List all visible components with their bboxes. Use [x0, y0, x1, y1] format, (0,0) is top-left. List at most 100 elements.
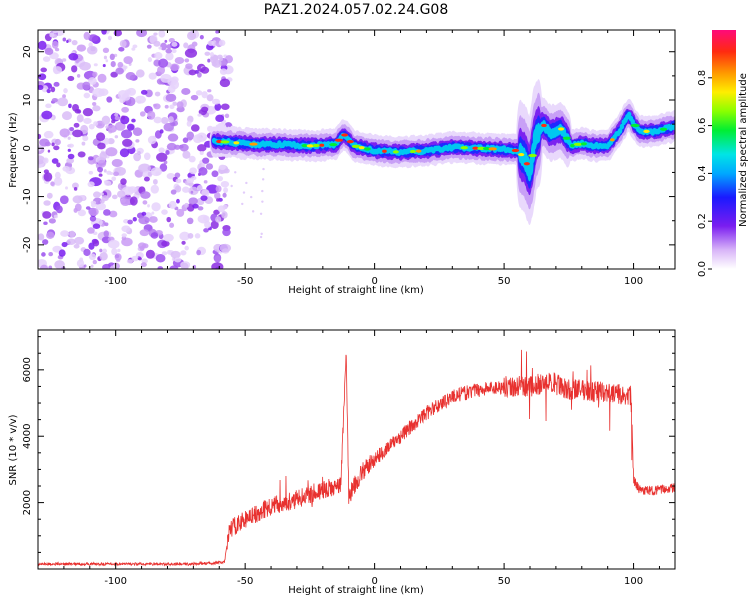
- noise-speck: [43, 130, 54, 139]
- noise-speck: [188, 155, 196, 163]
- noise-speck: [196, 249, 202, 256]
- noise-speck: [153, 103, 157, 107]
- noise-speck: [138, 216, 150, 225]
- noise-speck: [161, 251, 168, 256]
- noise-speck: [203, 215, 208, 221]
- ridge-hotspot: [659, 127, 668, 131]
- noise-speck: [88, 156, 94, 161]
- noise-speck: [83, 248, 91, 257]
- noise-speck: [48, 265, 53, 269]
- noise-speck: [110, 61, 116, 68]
- noise-speck: [101, 30, 107, 35]
- noise-speck: [200, 195, 208, 201]
- noise-speck: [44, 47, 54, 56]
- noise-speck: [214, 103, 222, 111]
- noise-speck: [112, 263, 118, 268]
- noise-speck: [105, 147, 118, 157]
- snr-frame: [37, 329, 676, 570]
- noise-speck: [160, 42, 168, 51]
- noise-speck: [201, 163, 206, 168]
- noise-speck: [83, 117, 92, 125]
- noise-speck: [205, 163, 214, 170]
- noise-speck: [186, 217, 194, 225]
- noise-speck: [142, 200, 148, 205]
- noise-speck: [97, 166, 104, 173]
- noise-speck: [184, 48, 198, 58]
- noise-speck: [184, 58, 190, 63]
- noise-speck: [153, 116, 162, 124]
- noise-speck: [200, 66, 210, 74]
- noise-speck: [190, 124, 200, 132]
- noise-speck: [138, 163, 151, 173]
- noise-speck: [167, 133, 179, 142]
- noise-speck: [62, 37, 67, 42]
- noise-speck: [68, 103, 72, 109]
- ridge-cell: [619, 123, 625, 130]
- noise-speck: [38, 73, 47, 81]
- noise-speck: [147, 110, 156, 120]
- noise-speck: [194, 233, 201, 239]
- noise-speck: [103, 137, 110, 145]
- noise-speck: [212, 59, 222, 68]
- noise-speck: [107, 239, 120, 249]
- noise-speck: [74, 236, 85, 245]
- noise-speck: [74, 108, 81, 114]
- noise-speck: [92, 239, 100, 247]
- x-tick-label: -50: [237, 276, 253, 287]
- colorbar-tick-label: 0.4: [697, 165, 708, 181]
- noise-speck: [188, 197, 198, 205]
- noise-speck: [53, 145, 60, 151]
- noise-speck: [158, 46, 162, 50]
- noise-speck: [59, 128, 70, 138]
- noise-speck: [67, 75, 75, 82]
- noise-speck: [181, 87, 191, 95]
- noise-speck: [139, 229, 150, 237]
- noise-speck: [54, 260, 65, 269]
- noise-speck: [111, 176, 117, 182]
- colorbar-label: Normalized spectral amplitude: [738, 73, 749, 227]
- noise-speck: [180, 250, 187, 256]
- y-tick-label: 2000: [22, 490, 33, 515]
- noise-speck: [165, 150, 170, 156]
- ridge-hotspot: [306, 144, 315, 148]
- noise-speck: [127, 219, 133, 225]
- noise-speck: [197, 144, 207, 152]
- noise-speck: [132, 44, 138, 49]
- noise-speck: [62, 58, 67, 62]
- noise-speck: [160, 116, 169, 124]
- noise-speck: [88, 34, 99, 42]
- noise-speck: [158, 30, 166, 38]
- noise-speck: [182, 186, 190, 193]
- noise-speck: [105, 59, 109, 63]
- noise-speck: [41, 252, 46, 257]
- noise-speck: [215, 216, 222, 223]
- x-tick-label: -100: [104, 276, 127, 287]
- noise-speck: [196, 185, 203, 192]
- noise-speck: [121, 237, 133, 247]
- noise-speck: [46, 88, 51, 94]
- noise-speck: [211, 98, 221, 105]
- noise-speck: [133, 152, 142, 162]
- noise-speck: [69, 230, 76, 238]
- noise-speck: [152, 178, 158, 185]
- noise-speck: [59, 195, 69, 205]
- noise-speck: [102, 47, 110, 54]
- noise-speck: [43, 200, 51, 206]
- noise-speck: [223, 187, 229, 193]
- noise-speck: [54, 138, 61, 146]
- noise-speck: [167, 249, 172, 255]
- noise-speck: [163, 233, 174, 242]
- noise-speck: [46, 192, 53, 199]
- noise-speck: [114, 116, 121, 121]
- ridge-hotspot: [312, 143, 320, 148]
- noise-speck: [66, 39, 69, 44]
- noise-speck: [127, 186, 138, 194]
- noise-speck: [170, 189, 177, 195]
- noise-speck: [165, 93, 177, 102]
- noise-speck: [41, 110, 53, 120]
- noise-speck: [126, 259, 133, 264]
- noise-speck: [181, 262, 189, 269]
- noise-speck: [164, 39, 168, 43]
- noise-speck: [102, 248, 108, 254]
- noise-speck: [159, 129, 164, 134]
